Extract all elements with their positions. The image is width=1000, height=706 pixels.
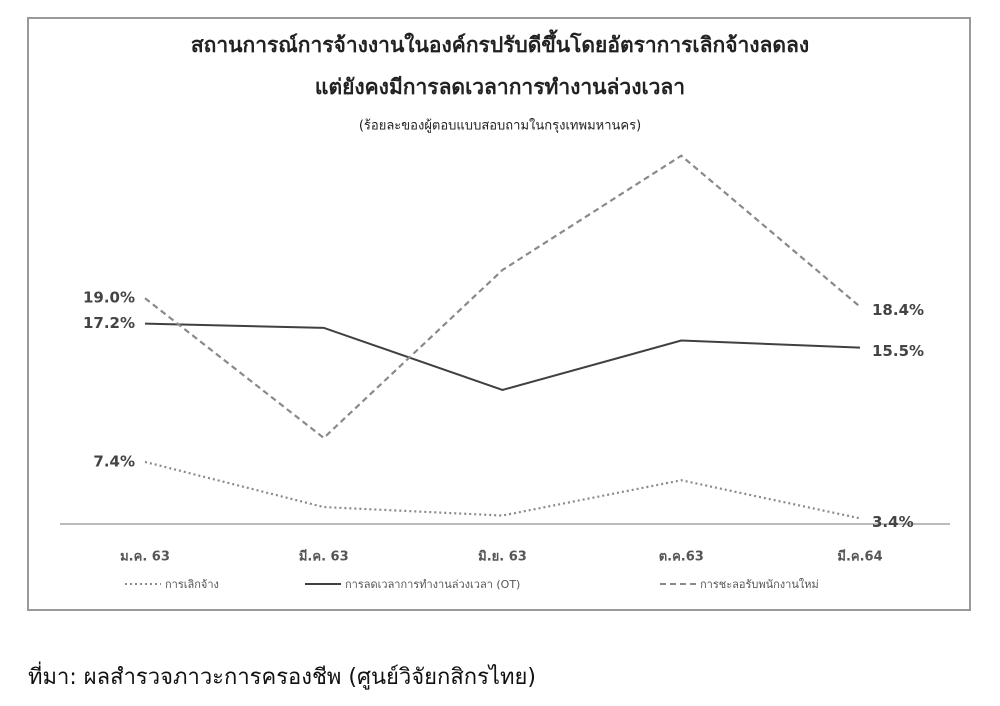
source: ที่มา: ผลสำรวจภาวะการครองชีพ (ศูนย์วิจัย… [28, 661, 536, 690]
legend-label: การเลิกจ้าง [165, 578, 219, 591]
chart-frame [27, 17, 971, 611]
legend-label: การลดเวลาการทำงานล่วงเวลา (OT) [345, 578, 520, 591]
chart-title: แต่ยังคงมีการลดเวลาการทำงานล่วงเวลา [315, 75, 685, 99]
line-series [144, 154, 861, 440]
data-label: 18.4% [872, 301, 924, 319]
x-tick-label: มี.ค.64 [837, 549, 882, 565]
data-label: 17.2% [83, 314, 135, 332]
x-tick-label: มิ.ย. 63 [478, 550, 527, 565]
x-tick-label: มี.ค. 63 [299, 549, 349, 565]
x-tick-label: ม.ค. 63 [120, 550, 170, 565]
chart-subtitle: (ร้อยละของผู้ตอบแบบสอบถามในกรุงเทพมหานคร… [359, 118, 641, 134]
data-label: 15.5% [872, 342, 924, 360]
line-series [144, 460, 861, 520]
legend-label: การชะลอรับพนักงานใหม่ [700, 578, 819, 591]
data-label: 19.0% [83, 289, 135, 307]
x-tick-label: ต.ค.63 [659, 550, 704, 565]
data-label: 3.4% [872, 513, 914, 531]
chart-title: สถานการณ์การจ้างงานในองค์กรปรับดีขึ้นโดย… [191, 29, 809, 57]
data-label: 7.4% [93, 452, 135, 470]
line-series [144, 322, 861, 391]
